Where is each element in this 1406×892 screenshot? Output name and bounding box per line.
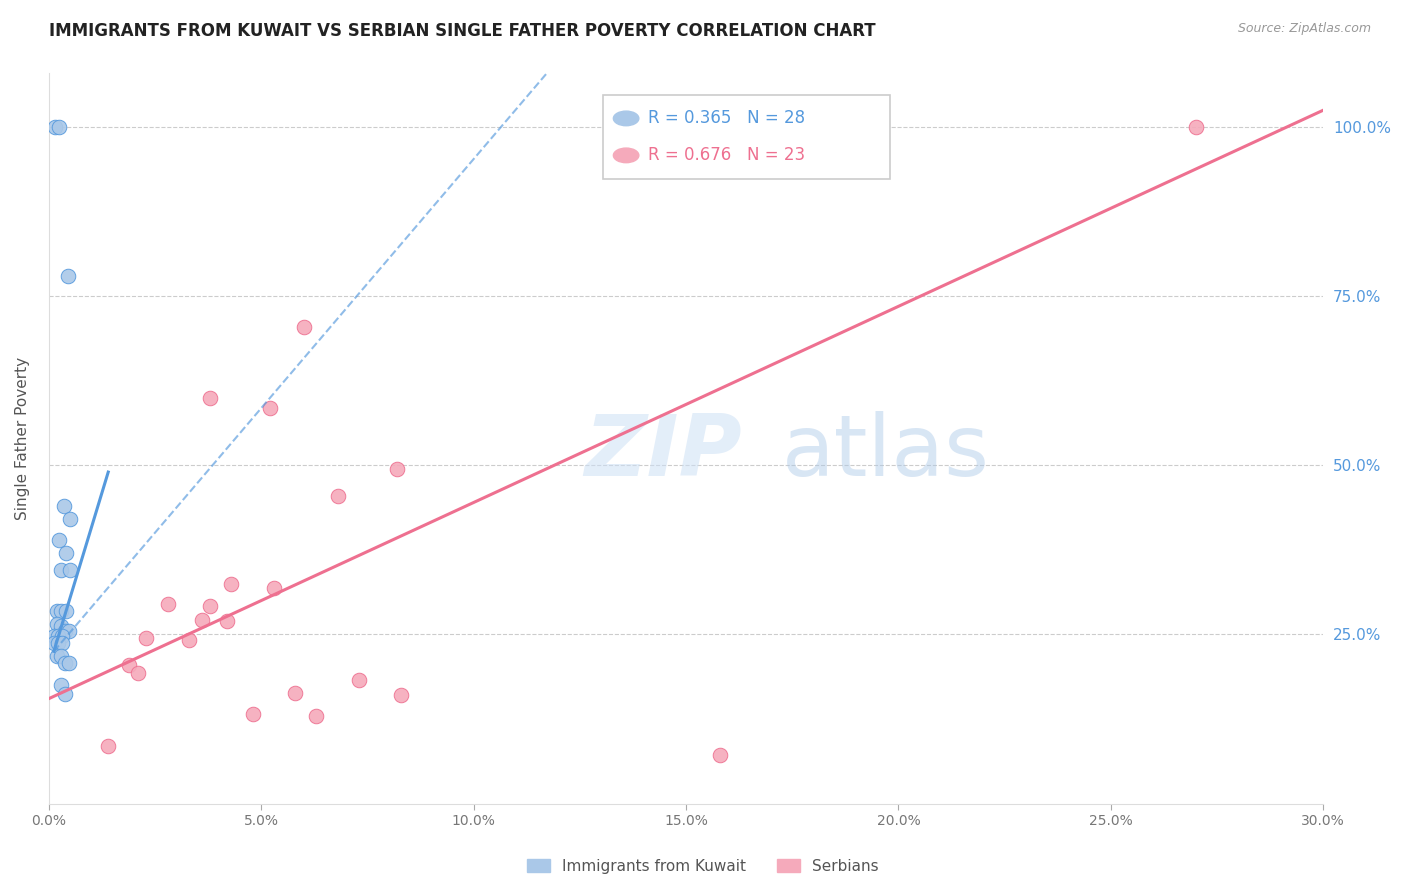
- Point: [51, 630, 73, 644]
- Point: [51, 604, 73, 618]
- Point: [58, 624, 80, 638]
- Point: [46, 617, 69, 632]
- Point: [259, 401, 281, 415]
- Point: [97, 739, 120, 753]
- Point: [217, 614, 239, 628]
- Point: [51, 619, 73, 633]
- Point: [46, 629, 69, 643]
- Point: [48, 533, 70, 547]
- Point: [305, 708, 328, 723]
- Point: [46, 604, 69, 618]
- Point: [51, 563, 73, 577]
- Circle shape: [613, 148, 638, 162]
- Y-axis label: Single Father Poverty: Single Father Poverty: [15, 357, 30, 520]
- Point: [51, 648, 73, 663]
- Text: IMMIGRANTS FROM KUWAIT VS SERBIAN SINGLE FATHER POVERTY CORRELATION CHART: IMMIGRANTS FROM KUWAIT VS SERBIAN SINGLE…: [49, 22, 876, 40]
- Point: [326, 489, 349, 503]
- Point: [198, 599, 221, 613]
- Point: [118, 657, 141, 672]
- Point: [198, 391, 221, 405]
- Point: [58, 656, 80, 670]
- Point: [1185, 120, 1208, 134]
- Point: [55, 546, 77, 560]
- Point: [177, 632, 200, 647]
- Point: [53, 656, 76, 670]
- Point: [242, 707, 264, 722]
- Circle shape: [613, 112, 638, 126]
- Point: [48, 120, 70, 134]
- Point: [156, 597, 179, 611]
- Point: [709, 747, 731, 762]
- Point: [389, 688, 412, 702]
- Point: [59, 512, 82, 526]
- Point: [292, 319, 315, 334]
- Text: R = 0.676   N = 23: R = 0.676 N = 23: [648, 146, 804, 164]
- Point: [190, 613, 212, 627]
- Legend: Immigrants from Kuwait, Serbians: Immigrants from Kuwait, Serbians: [522, 853, 884, 880]
- Text: R = 0.365   N = 28: R = 0.365 N = 28: [648, 110, 804, 128]
- Point: [53, 624, 76, 638]
- Point: [52, 499, 75, 513]
- Point: [127, 665, 149, 680]
- Point: [51, 636, 73, 650]
- Point: [42, 629, 65, 643]
- Point: [385, 461, 408, 475]
- Point: [59, 563, 82, 577]
- Point: [135, 631, 157, 645]
- Point: [44, 120, 66, 134]
- Point: [49, 678, 72, 692]
- Text: atlas: atlas: [782, 411, 990, 494]
- Point: [55, 604, 77, 618]
- Point: [284, 686, 307, 700]
- Text: Source: ZipAtlas.com: Source: ZipAtlas.com: [1237, 22, 1371, 36]
- Point: [263, 582, 285, 596]
- FancyBboxPatch shape: [603, 95, 890, 179]
- Point: [42, 635, 65, 649]
- Point: [53, 687, 76, 701]
- Point: [46, 648, 69, 663]
- Point: [56, 268, 79, 283]
- Point: [46, 635, 69, 649]
- Point: [221, 576, 243, 591]
- Text: ZIP: ZIP: [583, 411, 742, 494]
- Point: [347, 673, 370, 688]
